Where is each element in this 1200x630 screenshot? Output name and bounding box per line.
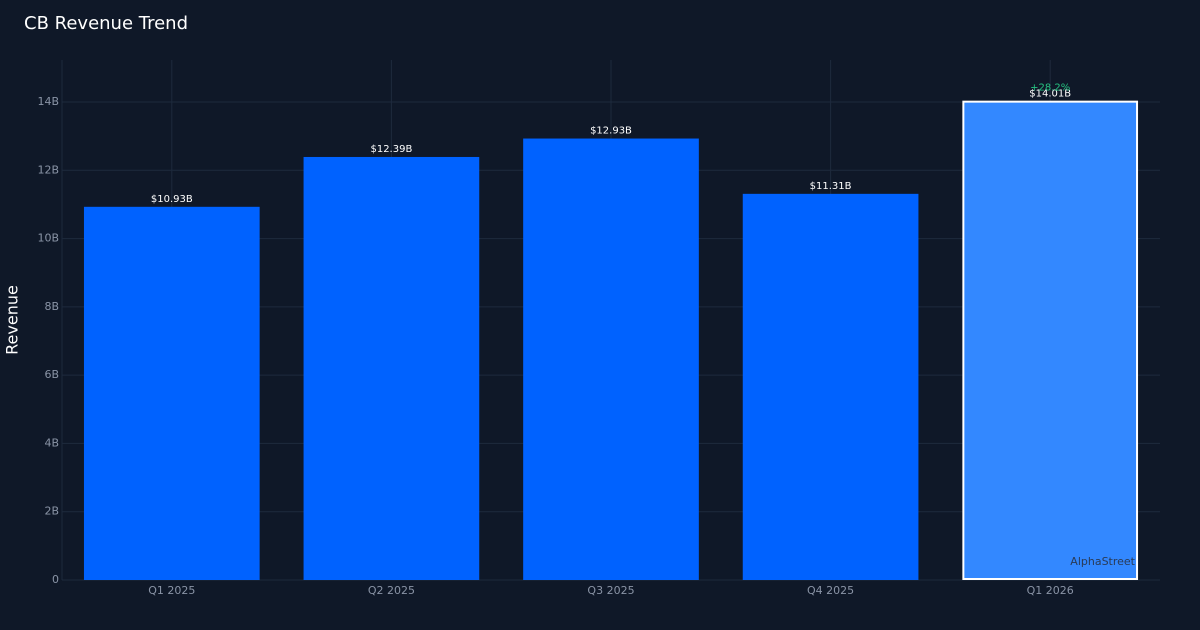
- y-tick-label: 4B: [44, 436, 59, 449]
- y-tick-label: 2B: [44, 505, 59, 518]
- y-tick-label: 6B: [44, 368, 59, 381]
- chart-title: CB Revenue Trend: [24, 13, 188, 34]
- value-label: $11.31B: [810, 181, 852, 192]
- y-tick-label: 12B: [37, 163, 59, 176]
- bar: [83, 206, 260, 580]
- y-tick-label: 10B: [37, 232, 59, 245]
- value-label: $12.93B: [590, 126, 632, 137]
- y-tick-label: 14B: [37, 95, 59, 108]
- watermark: AlphaStreet: [1070, 555, 1135, 568]
- y-tick-label: 0: [52, 573, 59, 586]
- x-tick-label: Q2 2025: [368, 584, 415, 597]
- y-tick-label: 8B: [44, 300, 59, 313]
- bar: [742, 193, 919, 580]
- x-tick-label: Q1 2026: [1027, 584, 1074, 597]
- x-tick-label: Q4 2025: [807, 584, 854, 597]
- bar: [303, 156, 480, 581]
- x-tick-label: Q1 2025: [148, 584, 195, 597]
- y-axis-label: Revenue: [3, 285, 22, 355]
- change-annotation: +28.2%: [1030, 83, 1070, 94]
- value-label: $10.93B: [151, 194, 193, 205]
- value-label: $12.39B: [370, 144, 412, 155]
- bar: [523, 138, 699, 580]
- x-tick-label: Q3 2025: [587, 584, 634, 597]
- value-label: $14.01B: [1029, 89, 1071, 100]
- bar: [962, 100, 1139, 580]
